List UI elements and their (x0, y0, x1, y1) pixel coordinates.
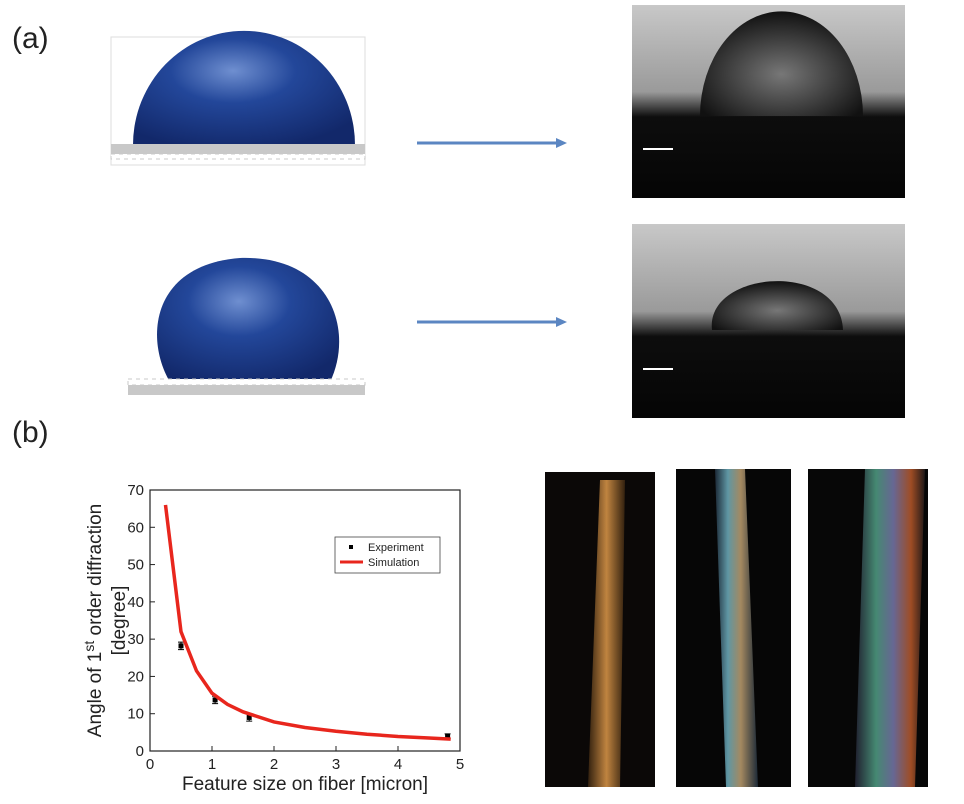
y-axis-label: [degree] (109, 586, 130, 656)
y-tick-label: 60 (127, 519, 144, 536)
x-axis-label: Feature size on fiber [micron] (182, 774, 428, 795)
y-tick-label: 70 (127, 482, 144, 499)
plot-frame (150, 490, 460, 751)
illustration (128, 240, 365, 405)
y-tick-label: 20 (127, 668, 144, 685)
x-tick-label: 0 (146, 756, 154, 773)
y-tick-label: 50 (127, 557, 144, 574)
x-tick-label: 4 (394, 756, 402, 773)
photo (545, 472, 655, 787)
y-axis-label-part: Angle of 1 (85, 652, 106, 738)
y-tick-label: 10 (127, 706, 144, 723)
photo (676, 469, 791, 787)
y-axis-label: Angle of 1st order diffraction (81, 504, 106, 737)
data-point (179, 643, 184, 648)
panel-label: (b) (12, 416, 49, 449)
x-tick-label: 3 (332, 756, 340, 773)
figure: (a) (b) 0 (0, 0, 964, 799)
y-tick-label: 0 (136, 743, 144, 760)
x-tick-label: 5 (456, 756, 464, 773)
photo (632, 224, 905, 418)
illustration (111, 31, 365, 165)
photo (632, 5, 905, 198)
legend-label: Simulation (368, 557, 419, 569)
photo (808, 469, 928, 787)
legend-swatch (349, 545, 353, 549)
x-tick-label: 2 (270, 756, 278, 773)
y-axis-label-sup: st (81, 641, 97, 652)
x-tick-label: 1 (208, 756, 216, 773)
legend-label: Experiment (368, 542, 424, 554)
arrow (417, 138, 567, 148)
arrow (417, 317, 567, 327)
page: {"panels": {"a": "(a)", "b": "(b)"}, "ch… (0, 0, 964, 799)
y-axis-label-part: order diffraction (85, 504, 106, 641)
panel-label: (a) (12, 22, 49, 55)
